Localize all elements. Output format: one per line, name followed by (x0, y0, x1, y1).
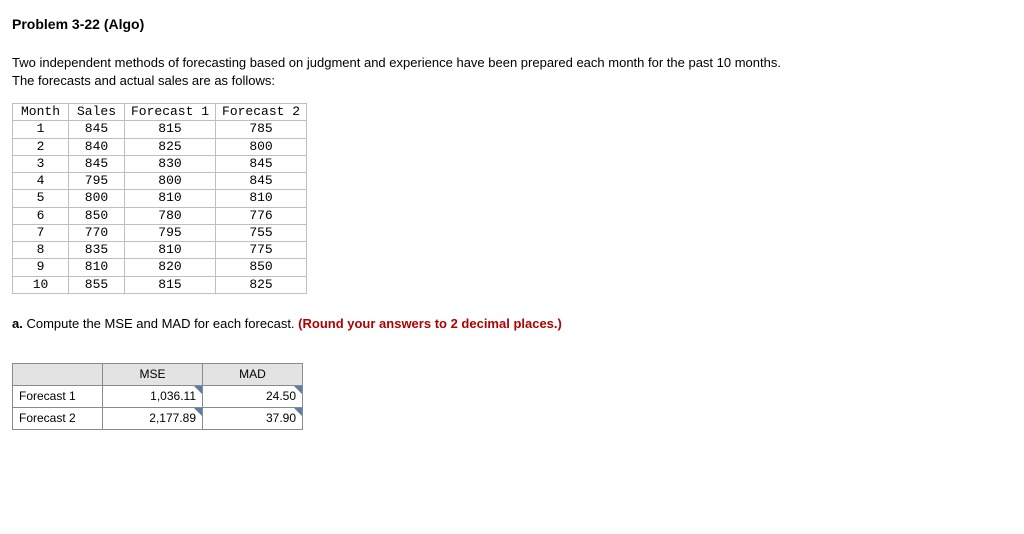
cell-sales: 810 (69, 259, 125, 276)
cell-month: 3 (13, 155, 69, 172)
answer-row1-mse-value: 1,036.11 (150, 389, 196, 403)
col-header-sales: Sales (69, 104, 125, 121)
cell-forecast2: 755 (216, 224, 307, 241)
cell-forecast1: 830 (125, 155, 216, 172)
answer-col-mse: MSE (103, 363, 203, 385)
cell-forecast1: 820 (125, 259, 216, 276)
cell-forecast1: 810 (125, 190, 216, 207)
cell-forecast2: 776 (216, 207, 307, 224)
cell-forecast2: 810 (216, 190, 307, 207)
cell-forecast1: 800 (125, 173, 216, 190)
answer-corner-cell (13, 363, 103, 385)
problem-title: Problem 3-22 (Algo) (12, 16, 1012, 32)
answer-row1-mse[interactable]: 1,036.11 (103, 385, 203, 407)
table-row: 10855815825 (13, 276, 307, 293)
cell-forecast2: 850 (216, 259, 307, 276)
cell-month: 7 (13, 224, 69, 241)
table-row: 8835810775 (13, 242, 307, 259)
answer-row2-label: Forecast 2 (13, 407, 103, 429)
cell-forecast1: 810 (125, 242, 216, 259)
answer-row2-mse[interactable]: 2,177.89 (103, 407, 203, 429)
cell-sales: 770 (69, 224, 125, 241)
cell-month: 4 (13, 173, 69, 190)
col-header-forecast1: Forecast 1 (125, 104, 216, 121)
table-row: 2840825800 (13, 138, 307, 155)
cell-forecast2: 785 (216, 121, 307, 138)
table-row: 6850780776 (13, 207, 307, 224)
question-a: a. Compute the MSE and MAD for each fore… (12, 316, 1012, 331)
cell-forecast1: 815 (125, 121, 216, 138)
answer-row-forecast1: Forecast 1 1,036.11 24.50 (13, 385, 303, 407)
cell-forecast2: 845 (216, 173, 307, 190)
answer-col-mad: MAD (203, 363, 303, 385)
cell-month: 10 (13, 276, 69, 293)
question-round-note: (Round your answers to 2 decimal places.… (298, 316, 562, 331)
table-row: 7770795755 (13, 224, 307, 241)
col-header-month: Month (13, 104, 69, 121)
cell-sales: 845 (69, 121, 125, 138)
intro-line-1: Two independent methods of forecasting b… (12, 55, 781, 70)
answer-row-forecast2: Forecast 2 2,177.89 37.90 (13, 407, 303, 429)
cell-month: 8 (13, 242, 69, 259)
cell-forecast2: 825 (216, 276, 307, 293)
answer-row2-mad-value: 37.90 (266, 411, 296, 425)
question-prefix: a. (12, 316, 23, 331)
answer-row2-mse-value: 2,177.89 (149, 411, 196, 425)
forecast-data-table: Month Sales Forecast 1 Forecast 2 184581… (12, 103, 307, 294)
cell-month: 5 (13, 190, 69, 207)
cell-forecast1: 815 (125, 276, 216, 293)
table-row: 1845815785 (13, 121, 307, 138)
answer-row2-mad[interactable]: 37.90 (203, 407, 303, 429)
cell-month: 1 (13, 121, 69, 138)
answer-row1-mad-value: 24.50 (266, 389, 296, 403)
data-table-header-row: Month Sales Forecast 1 Forecast 2 (13, 104, 307, 121)
cell-forecast1: 780 (125, 207, 216, 224)
cell-sales: 855 (69, 276, 125, 293)
answer-table: MSE MAD Forecast 1 1,036.11 24.50 Foreca… (12, 363, 303, 430)
input-flag-icon (194, 408, 202, 416)
cell-forecast2: 845 (216, 155, 307, 172)
cell-forecast1: 795 (125, 224, 216, 241)
col-header-forecast2: Forecast 2 (216, 104, 307, 121)
intro-text: Two independent methods of forecasting b… (12, 54, 1012, 89)
answer-row1-mad[interactable]: 24.50 (203, 385, 303, 407)
cell-month: 6 (13, 207, 69, 224)
cell-forecast1: 825 (125, 138, 216, 155)
table-row: 3845830845 (13, 155, 307, 172)
cell-sales: 845 (69, 155, 125, 172)
cell-sales: 800 (69, 190, 125, 207)
cell-sales: 795 (69, 173, 125, 190)
table-row: 4795800845 (13, 173, 307, 190)
cell-sales: 850 (69, 207, 125, 224)
cell-sales: 840 (69, 138, 125, 155)
cell-forecast2: 800 (216, 138, 307, 155)
table-row: 5800810810 (13, 190, 307, 207)
intro-line-2: The forecasts and actual sales are as fo… (12, 73, 275, 88)
cell-month: 2 (13, 138, 69, 155)
input-flag-icon (294, 386, 302, 394)
answer-row1-label: Forecast 1 (13, 385, 103, 407)
table-row: 9810820850 (13, 259, 307, 276)
cell-forecast2: 775 (216, 242, 307, 259)
question-text: Compute the MSE and MAD for each forecas… (26, 316, 294, 331)
answer-header-row: MSE MAD (13, 363, 303, 385)
input-flag-icon (194, 386, 202, 394)
cell-month: 9 (13, 259, 69, 276)
input-flag-icon (294, 408, 302, 416)
cell-sales: 835 (69, 242, 125, 259)
